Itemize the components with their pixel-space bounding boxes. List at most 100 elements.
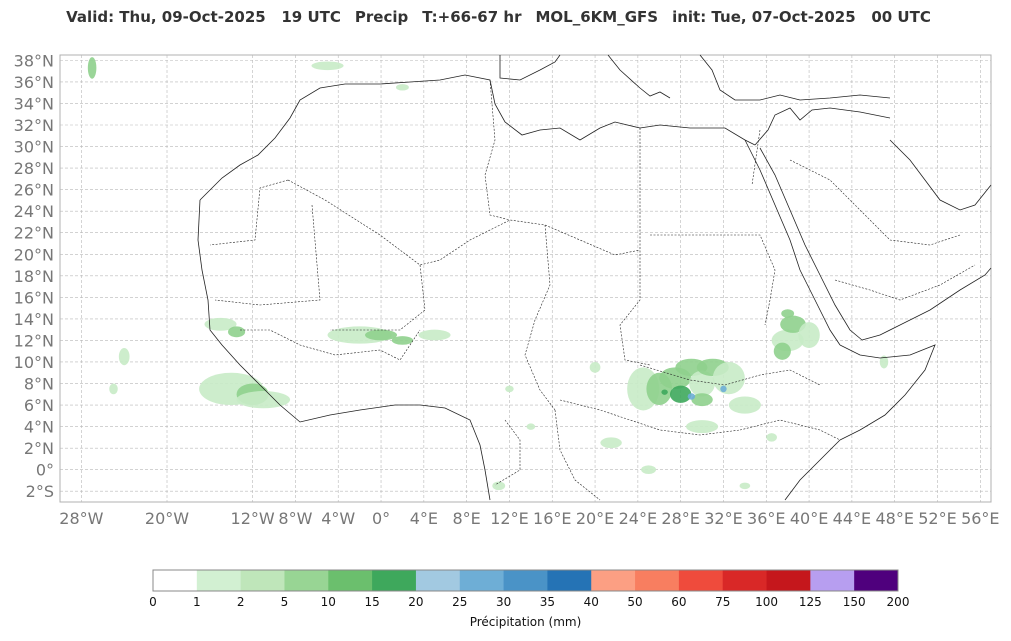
precip-cell: [691, 393, 713, 407]
border-segment: [650, 234, 776, 326]
lat-tick-label: 36°N: [14, 73, 54, 92]
border-segment: [751, 129, 761, 186]
precip-cell: [780, 315, 806, 333]
border-segment: [287, 179, 641, 266]
colorbar-tick-label: 20: [408, 595, 423, 609]
precip-cell: [364, 329, 398, 341]
colorbar-swatch: [810, 570, 855, 591]
lat-tick-label: 2°S: [26, 482, 54, 501]
lon-tick-label: 4°W: [321, 509, 355, 528]
lon-tick-label: 52°E: [918, 509, 956, 528]
lon-tick-label: 0°: [372, 509, 390, 528]
precip-cell: [526, 423, 536, 430]
colorbar-tick-label: 25: [452, 595, 467, 609]
colorbar-tick-label: 40: [584, 595, 599, 609]
lat-tick-label: 18°N: [14, 267, 54, 286]
valid-time: Valid: Thu, 09-Oct-2025 19 UTC: [66, 8, 341, 26]
lat-tick-label: 16°N: [14, 288, 54, 307]
lon-tick-label: 28°W: [59, 509, 103, 528]
lon-tick-label: 20°W: [145, 509, 189, 528]
precip-cell: [418, 329, 451, 341]
colorbar-swatch: [284, 570, 329, 591]
lead-time: T:+66-67 hr: [422, 8, 522, 26]
colorbar-frame: [152, 569, 899, 592]
country-borders: [209, 79, 976, 501]
lon-tick-label: 44°E: [833, 509, 871, 528]
lon-tick-label: 8°W: [278, 509, 312, 528]
model-name: MOL_6KM_GFS: [535, 8, 659, 26]
lat-tick-label: 32°N: [14, 116, 54, 135]
precip-cell: [600, 437, 622, 449]
colorbar-swatch: [196, 570, 242, 591]
lon-tick-label: 4°E: [410, 509, 438, 528]
coastline-red-sea-west: [744, 139, 841, 346]
coastline-west-africa: [197, 199, 491, 501]
colorbar-swatch: [854, 570, 899, 591]
lat-tick-label: 4°N: [24, 418, 54, 437]
precip-cell: [712, 361, 745, 395]
lat-tick-label: 22°N: [14, 224, 54, 243]
colorbar-tick-label: 50: [627, 595, 642, 609]
border-segment: [330, 264, 426, 331]
border-segment: [619, 128, 651, 366]
colorbar-tick-label: 150: [843, 595, 866, 609]
colorbar-swatch: [153, 570, 198, 591]
lon-tick-label: 8°E: [452, 509, 480, 528]
map-frame: [59, 54, 992, 503]
colorbar-swatch: [766, 570, 811, 591]
init-time: init: Tue, 07-Oct-2025 00 UTC: [672, 8, 931, 26]
lon-tick-label: 28°E: [661, 509, 699, 528]
lon-tick-label: 16°E: [533, 509, 571, 528]
border-segment: [494, 419, 521, 486]
map-panel: [59, 54, 992, 503]
colorbar-tick-label: 35: [540, 595, 555, 609]
colorbar-tick-label: 10: [321, 595, 336, 609]
precip-cell: [773, 342, 791, 360]
lat-tick-label: 26°N: [14, 181, 54, 200]
border-segment: [639, 364, 821, 386]
colorbar-tick-label: 60: [671, 595, 686, 609]
border-segment: [240, 329, 421, 361]
lat-tick-label: 0°: [36, 461, 54, 480]
coastline-persian-gulf: [889, 139, 992, 211]
lat-tick-label: 6°N: [24, 396, 54, 415]
coastline-balkans: [699, 54, 891, 101]
precip-cell: [311, 61, 344, 71]
lat-tick-label: 14°N: [14, 310, 54, 329]
precip-cell: [686, 420, 719, 434]
precip-cell: [879, 355, 889, 369]
colorbar-tick-label: 200: [887, 595, 910, 609]
colorbar-tick-label: 5: [281, 595, 289, 609]
colorbar-tick-label: 15: [364, 595, 379, 609]
colorbar-tick-label: 75: [715, 595, 730, 609]
coastline-red-sea-east: [759, 147, 863, 341]
lat-tick-label: 38°N: [14, 51, 54, 70]
precip-cell: [236, 391, 291, 409]
lon-tick-label: 12°E: [490, 509, 528, 528]
colorbar-tick-label: 100: [755, 595, 778, 609]
border-segment: [554, 409, 601, 501]
lat-tick-label: 12°N: [14, 331, 54, 350]
border-segment: [524, 224, 556, 411]
colorbar-swatch: [240, 570, 285, 591]
lon-tick-label: 12°W: [231, 509, 275, 528]
precip-cell: [396, 84, 409, 91]
precip-cell: [492, 481, 506, 491]
precip-cell: [739, 482, 751, 490]
lon-tick-label: 32°E: [704, 509, 742, 528]
precip-cell: [118, 347, 130, 366]
coastline-horn: [839, 344, 936, 441]
precip-cell: [204, 317, 237, 331]
lat-tick-label: 10°N: [14, 353, 54, 372]
colorbar-swatch: [678, 570, 724, 591]
precip-cell: [781, 309, 795, 318]
lat-tick-label: 30°N: [14, 138, 54, 157]
colorbar-swatch: [722, 570, 768, 591]
precip-cell: [687, 393, 696, 400]
axis-labels: 38°N 36°N 34°N 32°N 30°N 28°N 26°N 24°N 22°N 20°N…: [14, 51, 1000, 528]
border-segment: [789, 159, 961, 246]
colorbar-tick-label: 30: [496, 595, 511, 609]
precip-cell: [589, 361, 601, 373]
colorbar-swatch: [591, 570, 636, 591]
lat-tick-label: 28°N: [14, 159, 54, 178]
